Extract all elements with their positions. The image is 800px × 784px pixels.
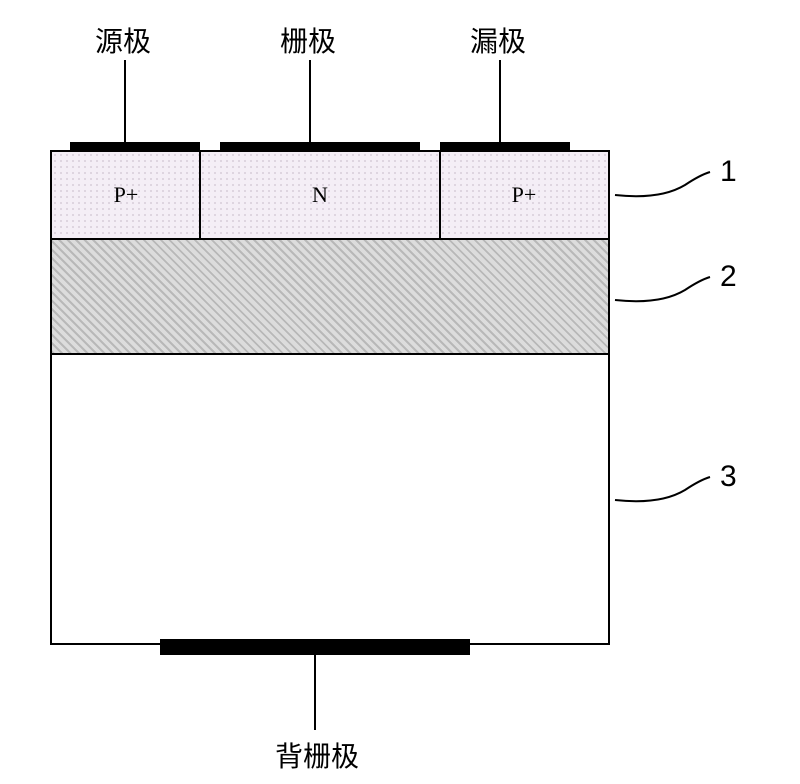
callouts-svg [0, 0, 800, 784]
callout-2-line [615, 277, 710, 301]
callout-3-number: 3 [720, 460, 737, 494]
callout-1-number: 1 [720, 155, 737, 189]
callout-1-text: 1 [720, 155, 737, 188]
callout-3-text: 3 [720, 460, 737, 493]
callout-2-text: 2 [720, 260, 737, 293]
callout-2-number: 2 [720, 260, 737, 294]
callout-3-line [615, 477, 710, 501]
diagram-canvas: 源极 栅极 漏极 P+ N P+ 背栅极 1 2 3 [0, 0, 800, 784]
callout-1-line [615, 172, 710, 196]
